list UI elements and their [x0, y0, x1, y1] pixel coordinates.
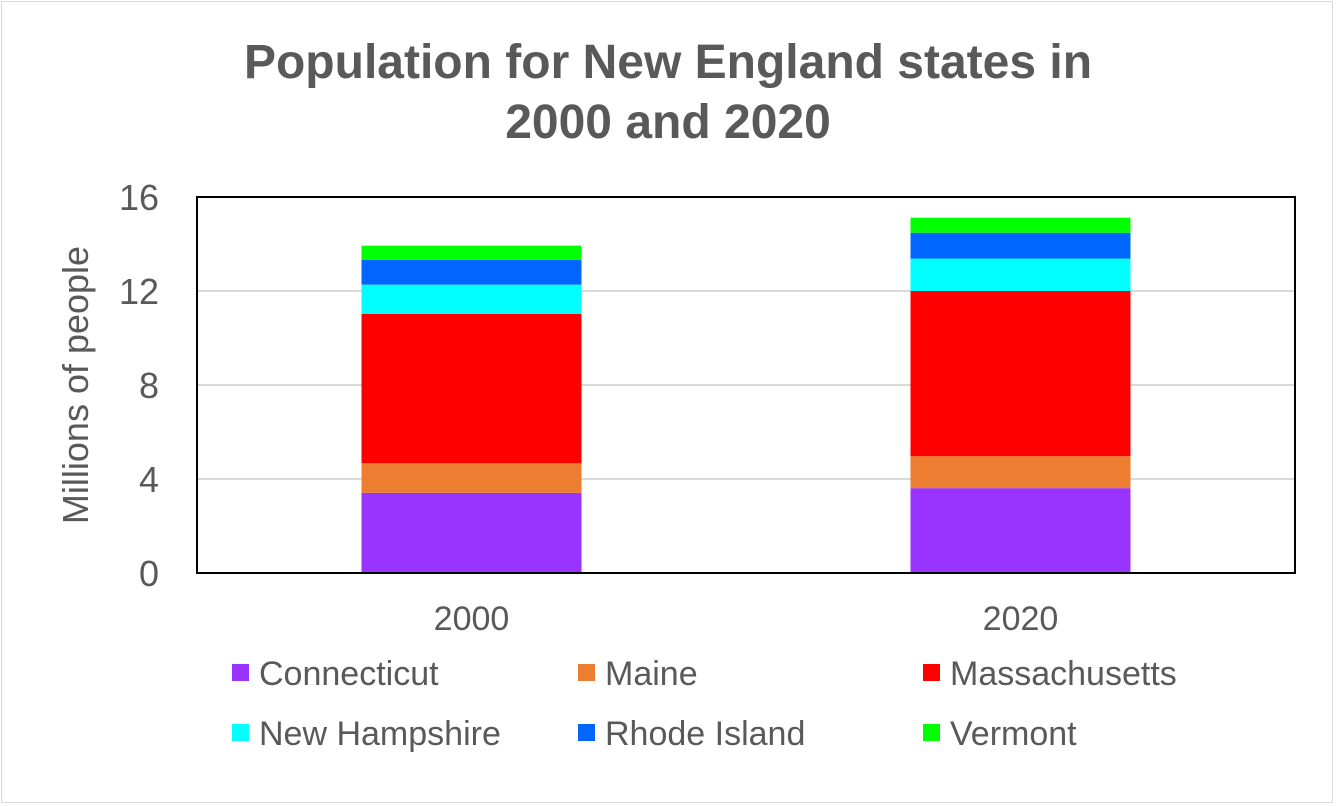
legend-label-rhode-island: Rhode Island — [605, 715, 805, 753]
y-tick-labels: 0 4 8 12 16 — [119, 177, 159, 594]
legend-swatch-maine — [578, 664, 595, 681]
bar-maine-2020 — [910, 456, 1131, 489]
y-tick-label: 16 — [119, 177, 159, 218]
bar-connecticut-2000 — [361, 492, 582, 573]
bar-vermont-2000 — [361, 245, 582, 260]
bar-new-hampshire-2020 — [910, 258, 1131, 291]
bar-massachusetts-2020 — [910, 291, 1131, 457]
legend-label-massachusetts: Massachusetts — [950, 655, 1177, 693]
bar-maine-2000 — [361, 463, 582, 493]
legend-swatch-massachusetts — [923, 664, 940, 681]
plot-border — [196, 196, 1296, 574]
y-tick-label: 0 — [139, 553, 159, 594]
legend-label-vermont: Vermont — [950, 715, 1077, 753]
bars — [361, 217, 1131, 573]
bar-new-hampshire-2000 — [361, 284, 582, 314]
chart-title-line-2: 2000 and 2020 — [505, 96, 831, 149]
bar-rhode-island-2000 — [361, 259, 582, 285]
legend: Connecticut Maine Massachusetts New Hampshi… — [232, 655, 1177, 753]
legend-label-maine: Maine — [605, 655, 698, 693]
legend-label-connecticut: Connecticut — [259, 655, 439, 693]
y-tick-label: 4 — [139, 459, 159, 500]
legend-swatch-vermont — [923, 724, 940, 741]
bar-massachusetts-2000 — [361, 313, 582, 464]
bar-rhode-island-2020 — [910, 232, 1131, 259]
legend-label-new-hampshire: New Hampshire — [259, 715, 501, 753]
x-tick-labels: 2000 2020 — [434, 600, 1059, 638]
y-tick-label: 8 — [139, 365, 159, 406]
x-tick-label-2020: 2020 — [983, 600, 1059, 638]
legend-swatch-rhode-island — [578, 724, 595, 741]
bar-connecticut-2020 — [910, 488, 1131, 573]
legend-swatch-new-hampshire — [232, 724, 249, 741]
y-tick-label: 12 — [119, 271, 159, 312]
x-tick-label-2000: 2000 — [434, 600, 510, 638]
y-axis-label: Millions of people — [55, 246, 96, 524]
bar-vermont-2020 — [910, 217, 1131, 233]
chart-title-line-1: Population for New England states in — [244, 36, 1092, 89]
legend-swatch-connecticut — [232, 664, 249, 681]
